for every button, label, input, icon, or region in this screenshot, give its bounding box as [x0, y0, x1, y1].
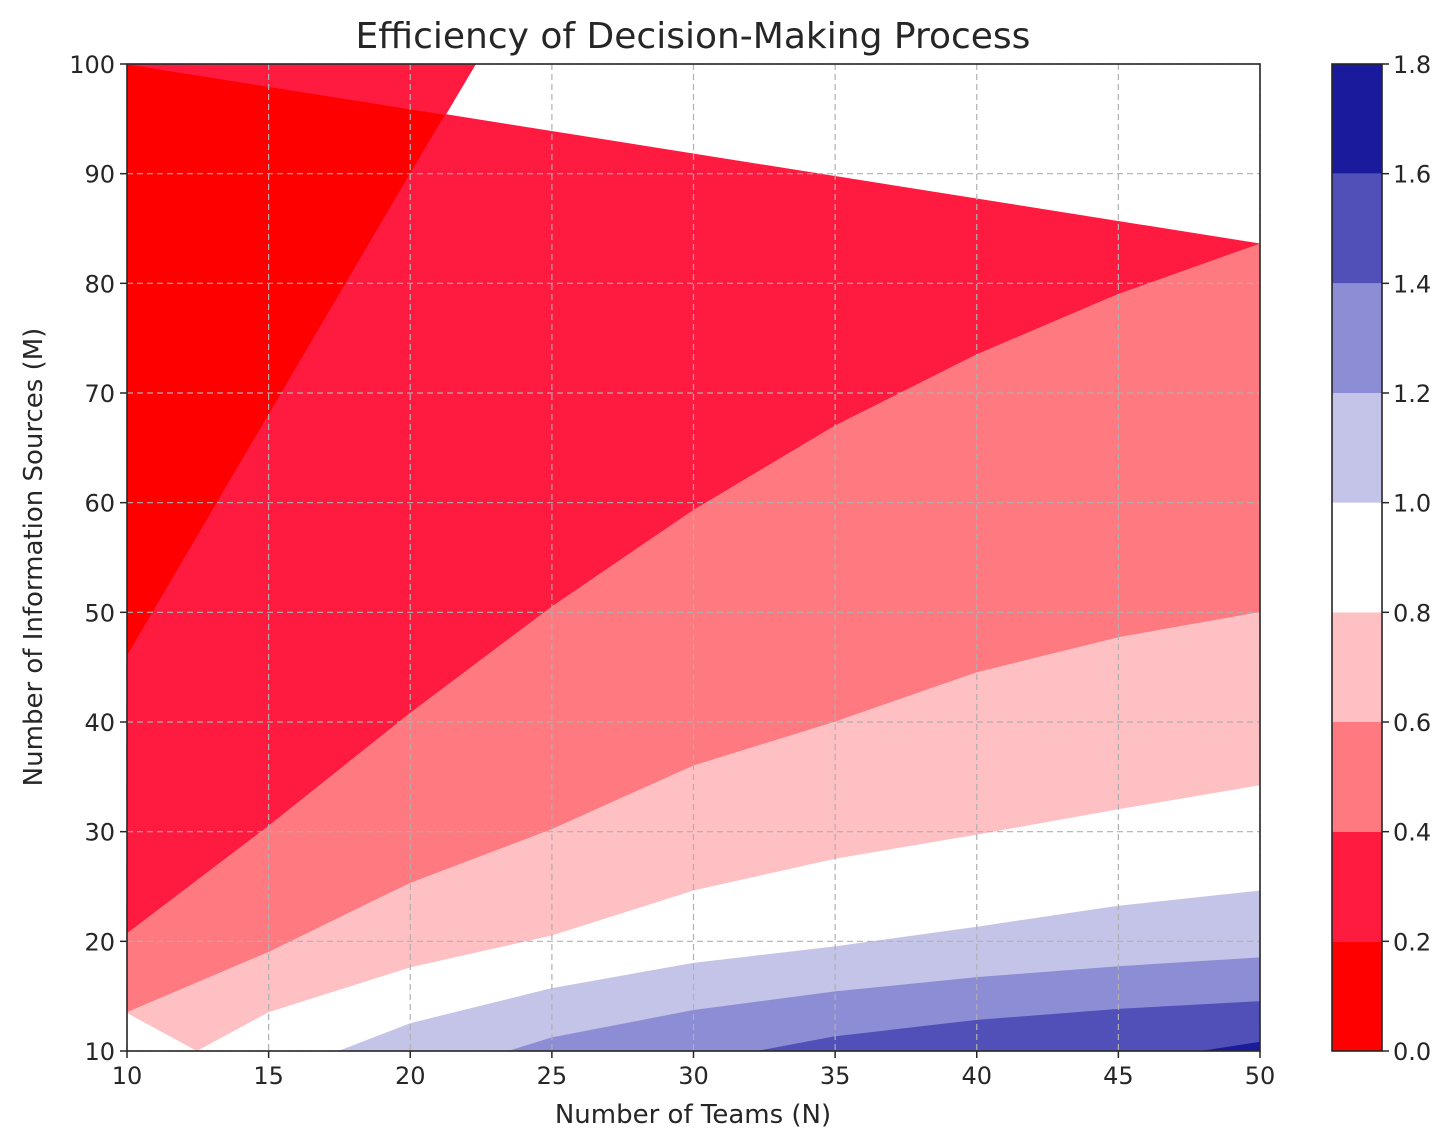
- colorbar-segment-2: [1332, 722, 1382, 832]
- y-axis-label: Number of Information Sources (M): [19, 328, 49, 787]
- y-tick-label: 90: [84, 161, 115, 189]
- colorbar-segment-7: [1332, 173, 1382, 284]
- x-axis-label: Number of Teams (N): [555, 1100, 831, 1130]
- x-tick-label: 20: [395, 1062, 426, 1090]
- x-tick-label: 50: [1245, 1062, 1276, 1090]
- y-tick-label: 40: [84, 709, 115, 737]
- colorbar-tick-label: 1.4: [1393, 270, 1431, 298]
- y-tick-label: 70: [84, 380, 115, 408]
- colorbar-tick-label: 0.6: [1393, 709, 1431, 737]
- colorbar-segment-0: [1332, 941, 1382, 1051]
- y-tick-label: 100: [69, 51, 115, 79]
- y-tick-label: 50: [84, 599, 115, 627]
- colorbar-tick-label: 1.0: [1393, 490, 1431, 518]
- colorbar-segment-4: [1332, 502, 1382, 613]
- colorbar-segment-3: [1332, 612, 1382, 722]
- colorbar-frame: [1331, 63, 1383, 1052]
- chart-title: Efficiency of Decision-Making Process: [356, 16, 1031, 57]
- colorbar-tick-label: 0.2: [1393, 928, 1431, 956]
- x-tick-label: 25: [537, 1062, 568, 1090]
- x-axis: 10 15 20 25 30 35 40 45 50: [112, 1051, 1276, 1090]
- colorbar-tick-label: 1.6: [1393, 161, 1431, 189]
- colorbar-segment-6: [1332, 283, 1382, 393]
- colorbar-segment-5: [1332, 393, 1382, 503]
- colorbar: 0.0 0.2 0.4 0.6 0.8 1.0 1.2 1.4 1.6 1.8: [1331, 51, 1431, 1066]
- colorbar-tick-label: 0.4: [1393, 819, 1431, 847]
- x-tick-label: 10: [112, 1062, 143, 1090]
- colorbar-tick-label: 0.0: [1393, 1038, 1431, 1066]
- y-axis: 10 20 30 40 50 60 70 80 90 100: [69, 51, 127, 1066]
- colorbar-segment-8: [1332, 64, 1382, 174]
- colorbar-tick-label: 1.8: [1393, 51, 1431, 79]
- y-tick-label: 60: [84, 490, 115, 518]
- x-tick-label: 15: [253, 1062, 284, 1090]
- y-tick-label: 80: [84, 270, 115, 298]
- x-tick-label: 40: [961, 1062, 992, 1090]
- y-tick-label: 20: [84, 928, 115, 956]
- x-tick-label: 35: [820, 1062, 851, 1090]
- colorbar-tick-label: 1.2: [1393, 380, 1431, 408]
- y-tick-label: 30: [84, 819, 115, 847]
- colorbar-segment-1: [1332, 831, 1382, 942]
- x-tick-label: 30: [678, 1062, 709, 1090]
- x-tick-label: 45: [1103, 1062, 1134, 1090]
- y-tick-label: 10: [84, 1038, 115, 1066]
- colorbar-tick-label: 0.8: [1393, 599, 1431, 627]
